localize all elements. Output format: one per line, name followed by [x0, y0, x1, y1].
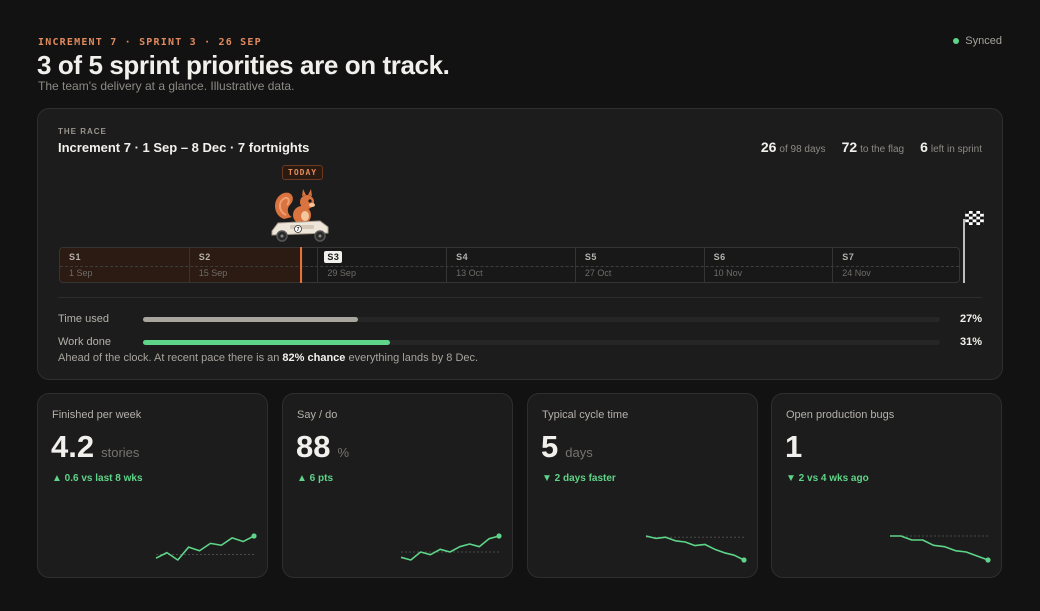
card-delta: ▼ 2 days faster	[542, 473, 616, 484]
forecast-chance: 82% chance	[282, 352, 346, 364]
card-value: 5 days	[541, 429, 593, 464]
work-done-track	[143, 339, 940, 345]
sprint-s7: S7 24 Nov	[832, 248, 959, 282]
sprint-name: S5	[584, 252, 597, 262]
sparkline-endpoint	[985, 557, 991, 563]
sparkline-line	[645, 535, 745, 561]
race-panel: THE RACE Increment 7 · 1 Sep – 8 Dec · 7…	[37, 108, 1003, 380]
page-subtitle: The team's delivery at a glance. Illustr…	[38, 79, 295, 93]
time-used-row: Time used 27%	[58, 312, 982, 326]
sprint-date: 15 Sep	[198, 268, 228, 278]
eyebrow: INCREMENT 7 · SPRINT 3 · 26 SEP	[38, 37, 262, 48]
sparkline	[400, 533, 502, 561]
finish-flag-pole	[963, 219, 965, 283]
sprint-date: 13 Oct	[456, 268, 483, 278]
time-used-fill	[143, 316, 359, 322]
sprint-name: S4	[456, 252, 469, 262]
work-done-fill	[143, 339, 391, 345]
sync-label: Synced	[965, 35, 1002, 47]
sparkline-endpoint	[741, 557, 747, 563]
sprint-name: S3	[324, 251, 343, 263]
sparkline-line	[155, 535, 255, 561]
work-done-label: Work done	[58, 336, 111, 348]
track-centerline	[60, 266, 959, 267]
page-title: 3 of 5 sprint priorities are on track.	[37, 50, 450, 80]
card-title: Typical cycle time	[542, 409, 629, 421]
card-title: Finished per week	[52, 409, 142, 421]
sparkline	[155, 533, 257, 561]
time-used-label: Time used	[58, 313, 109, 325]
card-delta: ▲ 0.6 vs last 8 wks	[52, 473, 143, 484]
card-delta: ▲ 6 pts	[297, 473, 334, 484]
sync-status: Synced	[953, 35, 1002, 47]
sparkline-endpoint	[251, 533, 257, 539]
sprint-date: 10 Nov	[713, 268, 743, 278]
sprint-name: S2	[198, 252, 211, 262]
card-delta: ▼ 2 vs 4 wks ago	[786, 473, 869, 484]
race-divider	[58, 297, 982, 298]
sprint-s5: S5 27 Oct	[574, 248, 704, 282]
sprint-s4: S4 13 Oct	[446, 248, 575, 282]
forecast-note: Ahead of the clock. At recent pace there…	[58, 352, 479, 364]
sparkline	[645, 535, 747, 563]
card-value: 1	[785, 429, 803, 464]
today-badge: TODAY	[282, 165, 324, 180]
stat-left-in-sprint: 6 left in sprint	[920, 139, 982, 155]
card-cycle-time: Typical cycle time 5 days ▼ 2 days faster	[527, 393, 758, 578]
card-finished-per-week: Finished per week 4.2 stories ▲ 0.6 vs la…	[37, 393, 268, 578]
sprint-name: S6	[713, 252, 726, 262]
sparkline-line	[400, 535, 500, 561]
sprint-date: 27 Oct	[584, 268, 612, 278]
track-elapsed	[60, 248, 304, 282]
sparkline	[890, 535, 991, 563]
card-title: Say / do	[297, 409, 338, 421]
card-open-bugs: Open production bugs 1 ▼ 2 vs 4 wks ago	[771, 393, 1002, 578]
squirrel-kart-icon: 7	[271, 189, 329, 242]
sprint-s2: S2 15 Sep	[188, 248, 318, 282]
race-title: Increment 7 · 1 Sep – 8 Dec · 7 fortnigh…	[58, 140, 310, 155]
card-value: 4.2 stories	[51, 429, 140, 464]
card-value: 88%	[296, 429, 350, 464]
work-done-row: Work done 31%	[58, 335, 982, 349]
stat-to-flag: 72 to the flag	[841, 139, 905, 155]
sprint-date: 24 Nov	[842, 268, 871, 278]
race-stats: 26 of 98 days 72 to the flag 6 left in spri…	[761, 139, 982, 157]
svg-text:7: 7	[297, 227, 300, 233]
sprint-s3: S3 29 Sep	[317, 248, 446, 282]
time-used-track	[143, 316, 940, 322]
stat-days: 26 of 98 days	[760, 139, 826, 155]
sprint-date: 29 Sep	[327, 268, 356, 278]
time-used-pct: 27%	[959, 313, 982, 325]
race-label: THE RACE	[58, 127, 107, 136]
sparkline-line	[890, 535, 989, 561]
sprint-s6: S6 10 Nov	[703, 248, 833, 282]
sprint-name: S7	[842, 252, 855, 262]
card-say-do: Say / do 88% ▲ 6 pts	[282, 393, 513, 578]
today-marker	[300, 247, 302, 283]
work-done-pct: 31%	[959, 336, 982, 348]
sync-dot-icon	[953, 38, 960, 44]
sparkline-endpoint	[496, 533, 502, 539]
sprint-s1: S1 1 Sep	[60, 248, 189, 282]
sprint-track: S1 1 Sep S2 15 Sep S3 29 Sep S4 13 Oct S5 27 Oct S…	[59, 247, 960, 283]
sprint-date: 1 Sep	[69, 268, 93, 278]
card-title: Open production bugs	[786, 409, 895, 421]
sprint-name: S1	[69, 252, 82, 262]
checkered-flag-icon	[965, 211, 984, 225]
